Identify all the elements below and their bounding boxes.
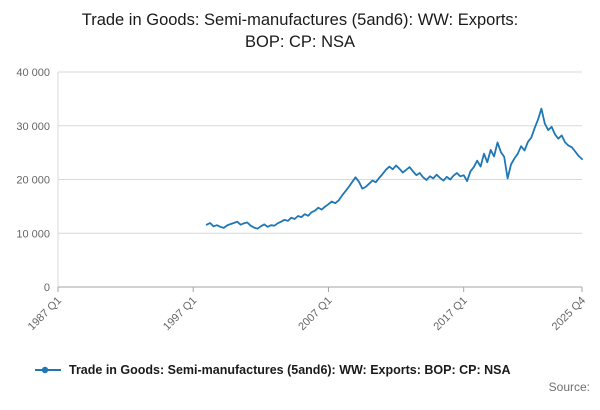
source-label: Source: [548,379,590,394]
x-axis-tick-label: 1997 Q1 [161,294,199,332]
y-axis-tick-label: 0 [44,282,50,294]
legend-line-marker-icon [35,366,61,373]
x-axis-tick-label: 1987 Q1 [26,294,64,332]
y-axis-tick-label: 40 000 [16,67,50,79]
legend[interactable]: Trade in Goods: Semi-manufactures (5and6… [34,363,600,377]
y-axis-tick-label: 30 000 [16,120,50,132]
chart-page: Trade in Goods: Semi-manufactures (5and6… [0,10,600,410]
y-axis-tick-label: 20 000 [16,174,50,186]
line-chart: 0 10 000 20 000 30 000 40 000 1987 Q1 1997 Q1 2… [16,67,588,333]
chart-title: Trade in Goods: Semi-manufactures (5and6… [81,11,519,51]
x-axis-tick-label: 2025 Q4 [550,294,588,332]
legend-label: Trade in Goods: Semi-manufactures (5and6… [69,362,511,377]
x-axis-tick-label: 2017 Q1 [431,294,469,332]
chart-area: 0 10 000 20 000 30 000 40 000 1987 Q1 1997 Q1 2… [0,56,600,357]
data-series-line [205,107,583,230]
x-axis-tick-label: 2007 Q1 [296,294,334,332]
y-axis-tick-label: 10 000 [16,228,50,240]
